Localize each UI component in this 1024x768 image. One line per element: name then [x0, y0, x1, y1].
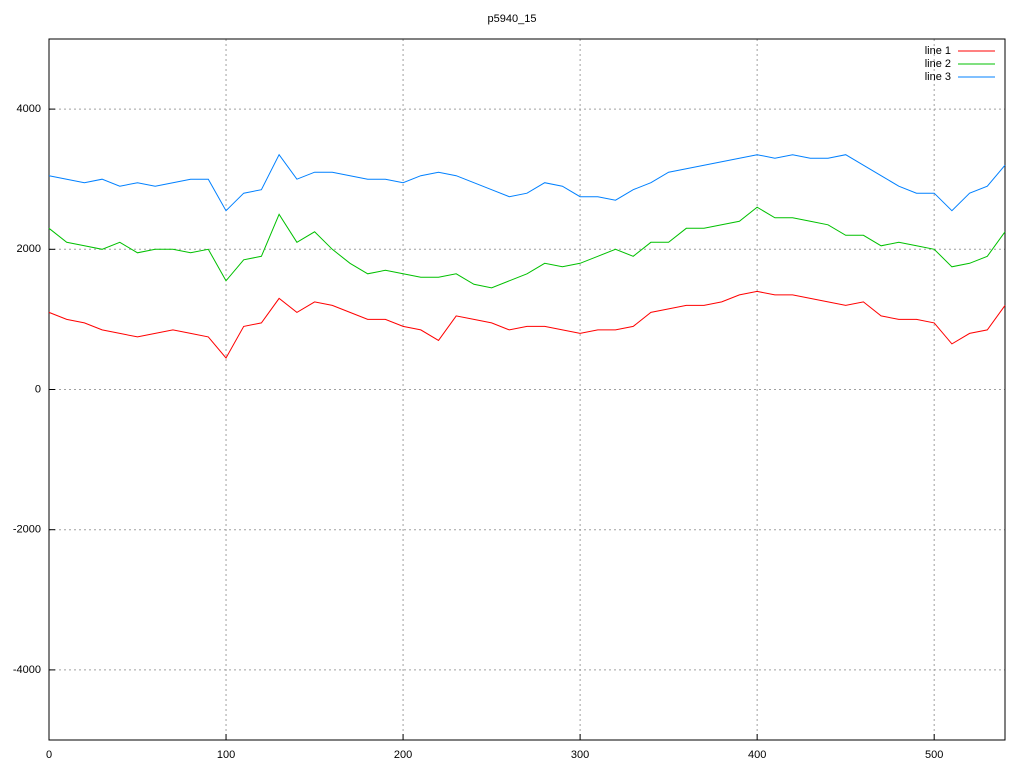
legend-label: line 1 [925, 45, 951, 57]
data-line [48, 206, 1006, 289]
y-tick-label: -4000 [13, 664, 41, 676]
legend-label: line 2 [925, 58, 951, 70]
x-tick-label: 500 [925, 749, 943, 761]
y-tick-label: 2000 [17, 243, 41, 255]
x-tick-label: 400 [748, 749, 766, 761]
legend-label: line 3 [925, 71, 951, 83]
plot-border [48, 38, 1006, 741]
chart-title: p5940_15 [488, 13, 537, 25]
data-line [48, 153, 1006, 212]
y-tick-label: -2000 [13, 524, 41, 536]
x-tick-label: 300 [571, 749, 589, 761]
x-tick-label: 0 [46, 749, 52, 761]
x-tick-label: 100 [217, 749, 235, 761]
x-tick-label: 200 [394, 749, 412, 761]
y-tick-label: 0 [35, 383, 41, 395]
y-tick-label: 4000 [17, 103, 41, 115]
data-line [48, 290, 1006, 359]
